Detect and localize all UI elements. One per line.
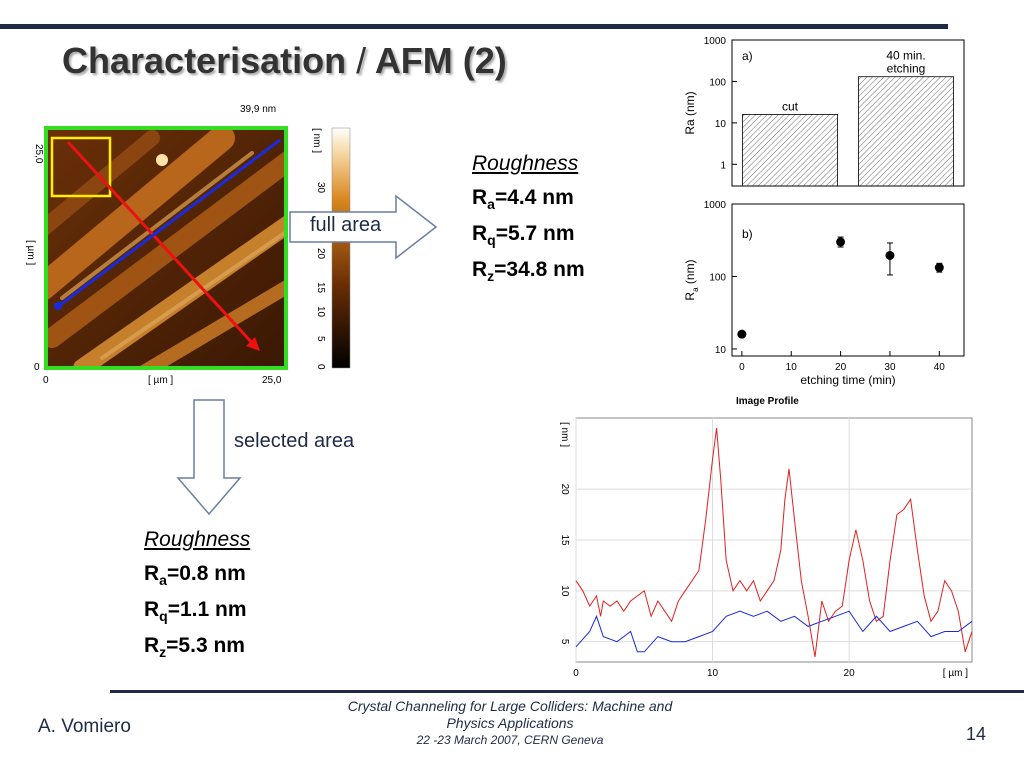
y-tick-label: 10 — [559, 585, 570, 597]
profile-line-blue[interactable] — [55, 138, 281, 310]
blue-line-start-marker — [54, 302, 62, 310]
roughness-title: Roughness — [144, 528, 251, 551]
title-part1: Characterisation — [62, 40, 347, 81]
chart-title: Image Profile — [736, 396, 799, 407]
rq-value: Rq=1.1 nm — [144, 598, 247, 625]
y-tick-label: 1000 — [704, 36, 727, 47]
afm-zscale-label: 39,9 nm — [240, 104, 276, 115]
full-area-roughness: Roughness Ra=4.4 nm Rq=5.7 nm Rz=34.8 nm — [472, 152, 585, 285]
author: A. Vomiero — [38, 716, 131, 737]
y-tick-label: 15 — [559, 534, 570, 546]
title-part2: AFM (2) — [374, 40, 507, 81]
x-tick-label: 0 — [573, 668, 579, 679]
roughness-title: Roughness — [472, 152, 579, 175]
full-area-arrow: full area — [288, 194, 440, 260]
slide-title: Characterisation / AFM (2) — [62, 40, 507, 82]
selected-area-label: selected area — [234, 430, 355, 452]
y-tick-label: 10 — [715, 345, 727, 356]
bar-category-label: etching — [887, 62, 926, 76]
series-line-red — [575, 428, 973, 657]
down-arrow-icon — [176, 399, 242, 516]
y-tick-label: 1000 — [704, 200, 727, 211]
red-arrowhead-icon — [246, 337, 260, 351]
colorbar-tick: 15 — [315, 282, 326, 294]
plot-frame — [731, 203, 965, 357]
selected-area-arrow — [176, 398, 242, 516]
full-area-label: full area — [310, 214, 382, 236]
x-tick-label: 10 — [786, 362, 798, 373]
conference-line3: 22 -23 March 2007, CERN Geneva — [416, 733, 604, 747]
x-tick-label: 0 — [739, 362, 745, 373]
panel-label: a) — [742, 49, 753, 63]
series-line-blue — [575, 610, 973, 653]
ra-value: Ra=4.4 nm — [472, 186, 574, 213]
y-axis-label: Ra (nm) — [683, 91, 697, 134]
rq-value: Rq=5.7 nm — [472, 222, 575, 249]
bar — [742, 114, 838, 187]
y-tick-label: 1 — [720, 160, 726, 171]
colorbar-tick: 0 — [315, 364, 326, 370]
conference-info: Crystal Channeling for Large Colliders: … — [300, 698, 720, 749]
afm-x-end: 25,0 — [262, 375, 282, 386]
conference-line1: Crystal Channeling for Large Colliders: … — [347, 698, 673, 714]
afm-frame — [44, 126, 288, 370]
afm-svg: 39,9 nm 0 25,0 [ µm ] 0 [ µm ] 25,0 — [25, 104, 351, 386]
afm-y-start: 0 — [34, 362, 40, 373]
footer-rule — [110, 690, 1024, 693]
x-tick-label: 20 — [835, 362, 847, 373]
header-rule — [0, 24, 948, 29]
right-arrow-icon — [289, 194, 438, 260]
y-tick-label: 20 — [559, 484, 570, 496]
data-point — [737, 329, 747, 339]
profile-line-red[interactable] — [66, 140, 256, 347]
afm-y-end: 25,0 — [33, 144, 44, 164]
afm-figure: 39,9 nm 0 25,0 [ µm ] 0 [ µm ] 25,0 — [22, 98, 362, 398]
x-tick-label: 40 — [934, 362, 946, 373]
y-axis-label: Ra (nm) — [683, 259, 700, 300]
x-tick-label: 10 — [707, 668, 719, 679]
colorbar-tick: 5 — [315, 336, 326, 342]
y-axis-label: [ nm ] — [559, 422, 570, 447]
rz-value: Rz=5.3 nm — [144, 634, 245, 661]
page-number: 14 — [966, 724, 987, 744]
x-tick-label: 30 — [884, 362, 896, 373]
chart-a-bar: 1000 100 10 1 cut 40 min.etching a) Ra (nm) — [683, 36, 965, 187]
colorbar-unit: [ nm ] — [311, 128, 322, 153]
chart-image-profile: Image Profile 0 10 20 20 15 10 5 [ nm ] [ µm ] — [559, 396, 973, 679]
y-tick-label: 100 — [709, 272, 726, 283]
colorbar-tick: 30 — [315, 182, 326, 194]
y-tick-label: 10 — [715, 119, 727, 130]
colorbar-tick: 20 — [315, 248, 326, 260]
bar-category-label: cut — [782, 99, 799, 113]
colorbar-tick: 10 — [315, 306, 326, 318]
conference-line2: Physics Applications — [446, 715, 574, 731]
selection-box[interactable] — [50, 136, 112, 198]
bar-category-label: 40 min. — [886, 49, 925, 63]
ra-value: Ra=0.8 nm — [144, 562, 246, 589]
x-axis-label: [ µm ] — [943, 668, 968, 679]
colorbar — [331, 127, 351, 369]
afm-x-start: 0 — [43, 375, 49, 386]
y-tick-label: 5 — [559, 639, 570, 645]
selected-area-roughness: Roughness Ra=0.8 nm Rq=1.1 nm Rz=5.3 nm — [144, 528, 250, 661]
data-point — [836, 237, 846, 247]
data-point — [934, 263, 944, 273]
afm-y-unit: [ µm ] — [25, 240, 36, 265]
rz-value: Rz=34.8 nm — [472, 258, 585, 285]
bar — [858, 76, 954, 187]
panel-label: b) — [742, 227, 753, 241]
x-tick-label: 20 — [844, 668, 856, 679]
y-tick-label: 100 — [709, 77, 726, 88]
title-separator: / — [356, 40, 367, 81]
data-point — [885, 250, 895, 260]
afm-x-unit: [ µm ] — [148, 375, 173, 386]
x-axis-label: etching time (min) — [800, 373, 895, 387]
